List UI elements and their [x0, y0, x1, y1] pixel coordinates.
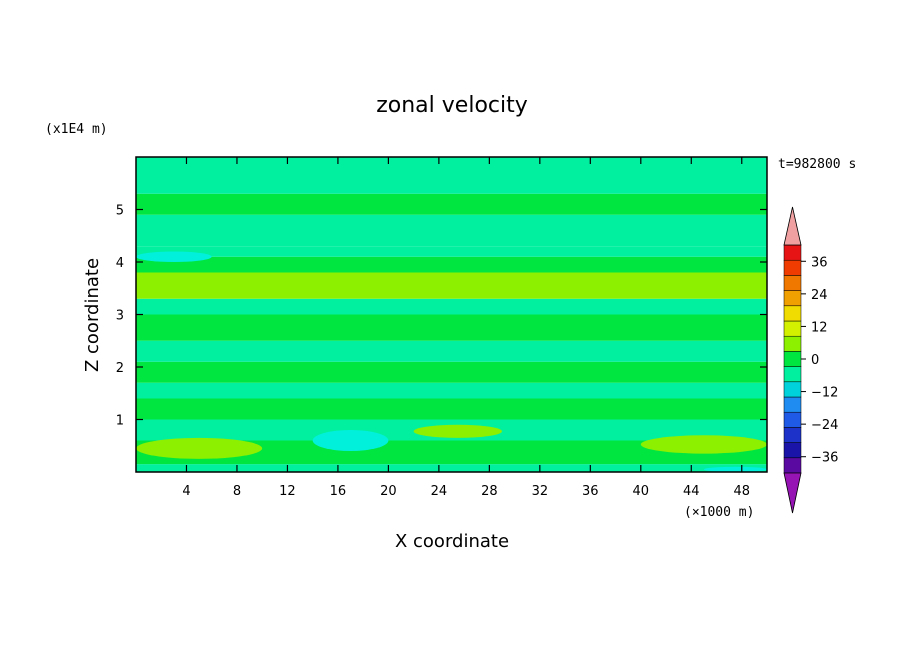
- field-patch: [413, 424, 502, 438]
- field-band: [136, 214, 767, 247]
- y-tick-label: 4: [116, 256, 124, 271]
- colorbar-tick-label: 0: [811, 353, 819, 368]
- field-band: [136, 256, 767, 273]
- time-label: t=982800 s: [778, 157, 856, 172]
- x-tick-label: 32: [532, 484, 549, 499]
- x-axis-ticks: 4 8 12 16 20 24 28 32 36 40 44 48: [182, 157, 750, 499]
- x-tick-label: 8: [233, 484, 241, 499]
- field-band: [136, 246, 767, 257]
- x-tick-label: 20: [380, 484, 397, 499]
- colorbar-swatch: [783, 381, 802, 398]
- colorbar-swatch: [783, 275, 802, 291]
- x-tick-label: 36: [582, 484, 599, 499]
- colorbar-swatch: [783, 259, 802, 276]
- x-tick-label: 24: [431, 484, 448, 499]
- x-unit-label: (×1000 m): [684, 505, 754, 520]
- x-tick-label: 48: [733, 484, 750, 499]
- field-patch: [703, 466, 767, 472]
- colorbar-tick-label: 36: [811, 255, 828, 270]
- x-tick-label: 40: [633, 484, 650, 499]
- x-tick-label: 16: [330, 484, 347, 499]
- colorbar-over-triangle: [783, 206, 802, 246]
- field-band: [136, 382, 767, 399]
- colorbar-swatch: [783, 442, 802, 459]
- colorbar-tick-label: −12: [811, 386, 838, 401]
- x-tick-label: 12: [279, 484, 296, 499]
- field-patch: [640, 435, 768, 454]
- colorbar-swatch: [783, 305, 802, 322]
- y-axis-label: Z coordinate: [82, 258, 103, 372]
- colorbar-tick-label: 24: [811, 288, 828, 303]
- colorbar-swatch: [783, 244, 802, 261]
- x-axis-label: X coordinate: [395, 531, 509, 552]
- colorbar-swatch: [783, 411, 802, 428]
- y-tick-label: 2: [116, 361, 124, 376]
- field-band: [136, 157, 767, 194]
- colorbar-swatch: [783, 457, 802, 474]
- y-unit-label: (x1E4 m): [45, 122, 108, 137]
- chart-title: zonal velocity: [376, 93, 528, 118]
- x-tick-label: 44: [683, 484, 700, 499]
- field-patch: [136, 251, 212, 262]
- y-tick-label: 5: [116, 204, 124, 219]
- x-tick-label: 28: [481, 484, 498, 499]
- field-band: [136, 298, 767, 315]
- field-patch: [312, 430, 389, 451]
- field-patch: [136, 437, 263, 459]
- colorbar-tick-label: −24: [811, 418, 838, 433]
- y-tick-label: 1: [116, 414, 124, 429]
- field-patch: [514, 277, 767, 297]
- colorbar-swatch: [783, 427, 802, 443]
- colorbar-swatch: [783, 290, 802, 307]
- colorbar: −36 −24 −12 0 12 24 36: [783, 206, 838, 514]
- colorbar-swatch: [783, 351, 802, 367]
- field-band: [136, 361, 767, 383]
- field-band: [136, 398, 767, 420]
- colorbar-swatch: [783, 320, 802, 337]
- field-band: [136, 464, 767, 472]
- x-tick-label: 4: [182, 484, 190, 499]
- field-band: [136, 440, 767, 465]
- colorbar-tick-label: −36: [811, 451, 838, 466]
- field-patch: [136, 272, 338, 291]
- colorbar-under-triangle: [783, 472, 802, 514]
- colorbar-swatch: [783, 396, 802, 413]
- colorbar-swatch: [783, 335, 802, 352]
- colorbar-tick-label: 12: [811, 320, 828, 335]
- y-axis-ticks: 1 2 3 4 5: [116, 204, 767, 429]
- colorbar-swatch: [783, 366, 802, 383]
- field-band: [136, 314, 767, 341]
- field-band: [136, 193, 767, 215]
- field-band: [136, 340, 767, 362]
- plot-area: [136, 157, 768, 472]
- y-tick-label: 3: [116, 309, 124, 324]
